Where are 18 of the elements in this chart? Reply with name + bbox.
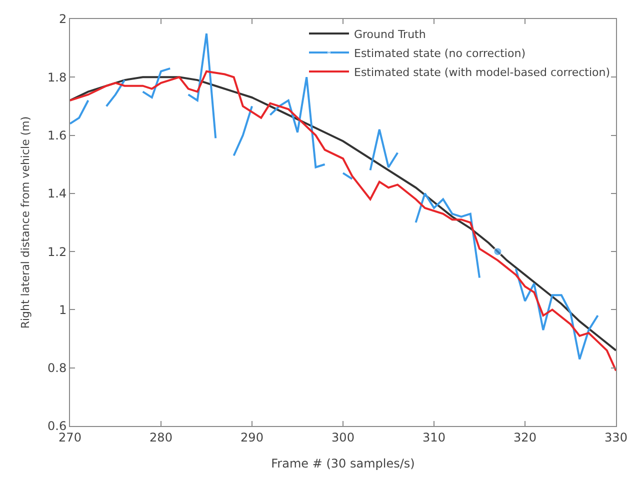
y-tick-label: 0.8 [48, 361, 67, 376]
x-tick-label: 290 [240, 430, 264, 444]
x-tick-label: 280 [150, 430, 172, 444]
legend-label: Estimated state (no correction) [354, 46, 526, 60]
y-tick-label: 1.8 [48, 70, 67, 84]
y-tick-label: 1 [58, 302, 67, 317]
x-tick-label: 310 [422, 430, 446, 444]
y-tick-label: 1.6 [48, 128, 67, 142]
y-axis-title: Right lateral distance from vehicle (m) [19, 116, 32, 329]
legend-label: Ground Truth [354, 28, 426, 41]
x-axis-title: Frame # (30 samples/s) [271, 456, 415, 470]
y-tick-label: 1.2 [48, 244, 67, 259]
x-tick-label: 300 [332, 430, 354, 444]
x-tick-label: 320 [514, 430, 536, 444]
y-tick-label: 1.4 [48, 186, 67, 201]
y-tick-label: 2 [58, 12, 67, 26]
legend-label: Estimated state (with model-based correction) [354, 66, 610, 79]
x-tick-label: 330 [604, 430, 628, 444]
